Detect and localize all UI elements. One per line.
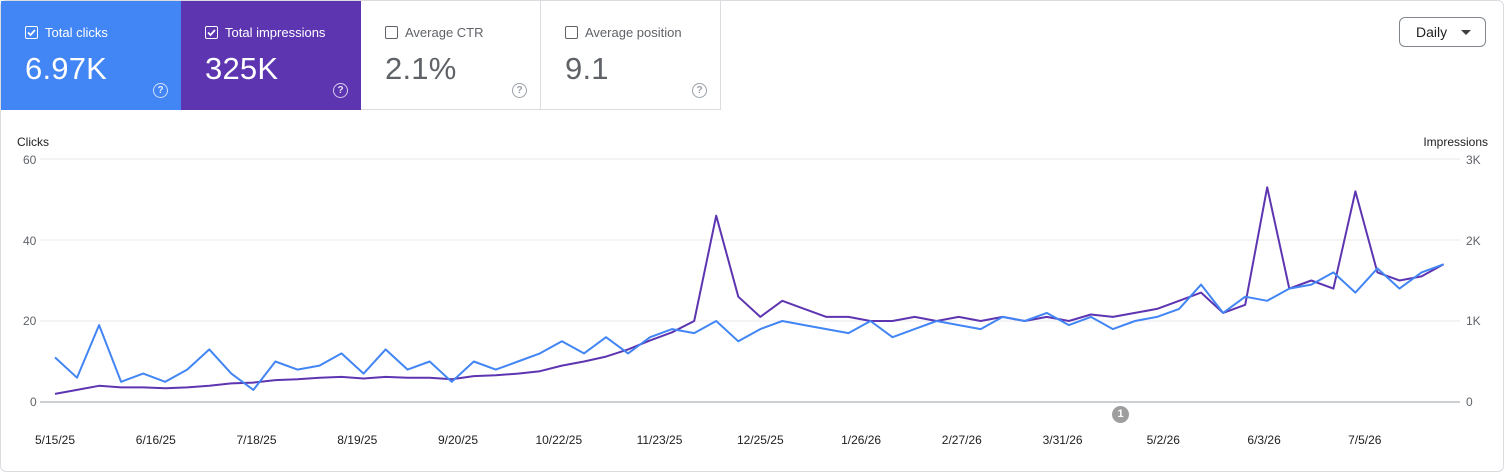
right-tick-label: 1K <box>1466 314 1481 328</box>
help-icon[interactable]: ? <box>153 83 168 98</box>
x-tick-label: 11/23/25 <box>636 433 683 447</box>
metric-header: Average position <box>565 25 682 40</box>
left-tick-label: 20 <box>23 314 37 328</box>
help-icon[interactable]: ? <box>333 83 348 98</box>
x-tick-label: 6/3/26 <box>1247 433 1281 447</box>
metric-header: Total clicks <box>25 25 108 40</box>
x-tick-label: 7/5/26 <box>1348 433 1382 447</box>
right-tick-label: 3K <box>1466 153 1481 167</box>
x-tick-label: 7/18/25 <box>236 433 277 447</box>
x-tick-label: 5/15/25 <box>34 433 76 447</box>
x-tick-label: 3/31/26 <box>1042 433 1083 447</box>
checkbox-unchecked-icon[interactable] <box>385 26 398 39</box>
series-line-impressions <box>54 186 1445 395</box>
metric-card-average-ctr[interactable]: Average CTR 2.1% ? <box>361 1 541 110</box>
right-tick-label: 0 <box>1466 395 1473 409</box>
metric-card-total-clicks[interactable]: Total clicks 6.97K ? <box>1 1 181 110</box>
x-tick-label: 5/2/26 <box>1146 433 1180 447</box>
x-tick-label: 12/25/25 <box>736 433 784 447</box>
x-tick-label: 2/27/26 <box>941 433 982 447</box>
dropdown-caret-icon <box>1461 30 1471 35</box>
metric-value: 2.1% <box>385 51 457 86</box>
metric-value: 6.97K <box>25 51 108 86</box>
metric-header: Average CTR <box>385 25 484 40</box>
metric-cards: Total clicks 6.97K ? Total impressions 3… <box>1 1 721 110</box>
x-tick-label: 1/26/26 <box>841 433 882 447</box>
x-tick-label: 9/20/25 <box>437 433 479 447</box>
right-axis-title: Impressions <box>1423 135 1488 149</box>
metric-value: 9.1 <box>565 51 609 86</box>
series-line-clicks <box>54 263 1444 391</box>
metric-label: Average position <box>585 25 682 40</box>
left-tick-label: 60 <box>23 153 37 167</box>
help-icon[interactable]: ? <box>512 83 527 98</box>
help-icon[interactable]: ? <box>692 83 707 98</box>
metric-header: Total impressions <box>205 25 325 40</box>
metric-label: Total impressions <box>225 25 326 40</box>
x-tick-label: 10/22/25 <box>535 433 583 447</box>
left-axis-title: Clicks <box>17 135 49 149</box>
left-tick-label: 0 <box>30 395 37 409</box>
metric-value: 325K <box>205 51 279 86</box>
x-tick-label: 8/19/25 <box>337 433 378 447</box>
metric-card-total-impressions[interactable]: Total impressions 325K ? <box>181 1 361 110</box>
x-tick-label: 6/16/25 <box>135 433 176 447</box>
metric-label: Total clicks <box>45 25 108 40</box>
annotation-marker[interactable]: 1 <box>1112 406 1129 423</box>
checkbox-checked-icon[interactable] <box>205 26 218 39</box>
metric-label: Average CTR <box>405 25 484 40</box>
right-tick-label: 2K <box>1466 234 1481 248</box>
metric-card-average-position[interactable]: Average position 9.1 ? <box>541 1 721 110</box>
granularity-dropdown[interactable]: Daily <box>1399 17 1486 47</box>
checkbox-checked-icon[interactable] <box>25 26 38 39</box>
left-tick-label: 40 <box>23 234 37 248</box>
granularity-value: Daily <box>1416 24 1448 40</box>
checkbox-unchecked-icon[interactable] <box>565 26 578 39</box>
